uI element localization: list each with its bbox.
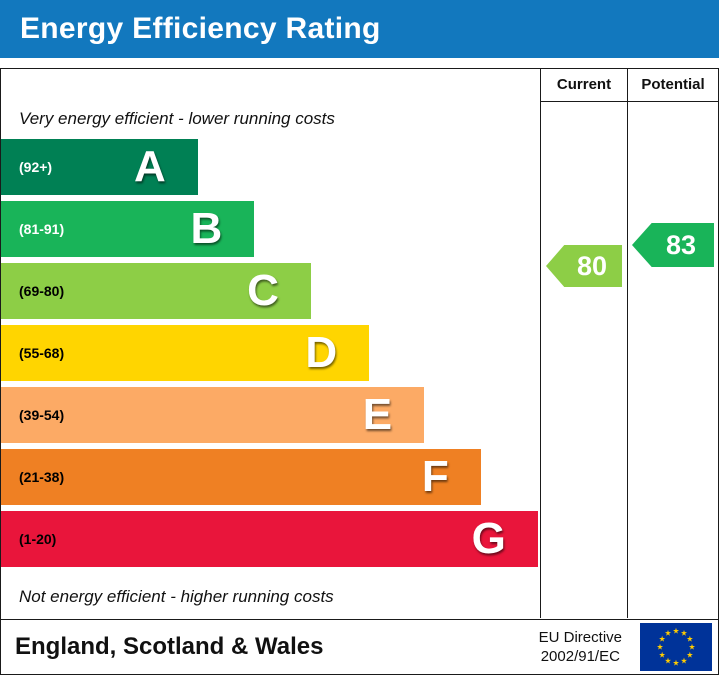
title-bar: Energy Efficiency Rating: [0, 0, 719, 58]
band-e: (39-54) E: [1, 387, 425, 443]
band-b-range: (81-91): [19, 221, 65, 237]
bottom-note: Not energy efficient - higher running co…: [19, 587, 334, 606]
potential-column: Potential: [627, 69, 718, 618]
band-f-range: (21-38): [19, 469, 65, 485]
eu-directive-label: EU Directive 2002/91/EC: [539, 628, 622, 667]
band-d-letter: D: [305, 328, 338, 377]
eu-directive-line2: 2002/91/EC: [540, 648, 620, 665]
band-f: (21-38) F: [1, 449, 481, 505]
potential-column-header: Potential: [628, 69, 718, 102]
band-e-range: (39-54): [19, 407, 65, 423]
band-d: (55-68) D: [1, 325, 370, 381]
eu-flag-icon: [640, 623, 712, 671]
current-rating-value: 80: [576, 250, 608, 281]
band-a-range: (92+): [19, 159, 53, 175]
band-c-range: (69-80): [19, 283, 65, 299]
band-g: (1-20) G: [1, 511, 538, 567]
band-g-letter: G: [471, 514, 506, 563]
energy-rating-chart: Current Potential Very energy efficient …: [0, 68, 719, 675]
band-d-range: (55-68): [19, 345, 65, 361]
band-b-letter: B: [190, 204, 223, 253]
band-e-letter: E: [362, 390, 393, 439]
footer: England, Scotland & Wales EU Directive 2…: [1, 619, 718, 674]
band-c-letter: C: [247, 266, 279, 315]
band-a: (92+) A: [1, 139, 198, 195]
rating-bands: (92+) A (81-91) B (69-80) C (55-68) D (3…: [1, 139, 540, 573]
potential-rating-arrow: 83: [632, 223, 714, 267]
region-label: England, Scotland & Wales: [15, 633, 324, 660]
current-column: Current: [540, 69, 627, 618]
band-g-range: (1-20): [19, 531, 57, 547]
eu-directive-line1: EU Directive: [538, 628, 622, 646]
current-column-header: Current: [541, 69, 627, 102]
potential-rating-value: 83: [665, 229, 697, 260]
band-f-letter: F: [421, 452, 449, 501]
top-note: Very energy efficient - lower running co…: [19, 109, 335, 128]
current-rating-arrow: 80: [546, 245, 622, 287]
band-c: (69-80) C: [1, 263, 311, 319]
page-title: Energy Efficiency Rating: [20, 12, 381, 45]
band-a-letter: A: [133, 142, 166, 191]
band-b: (81-91) B: [1, 201, 255, 257]
